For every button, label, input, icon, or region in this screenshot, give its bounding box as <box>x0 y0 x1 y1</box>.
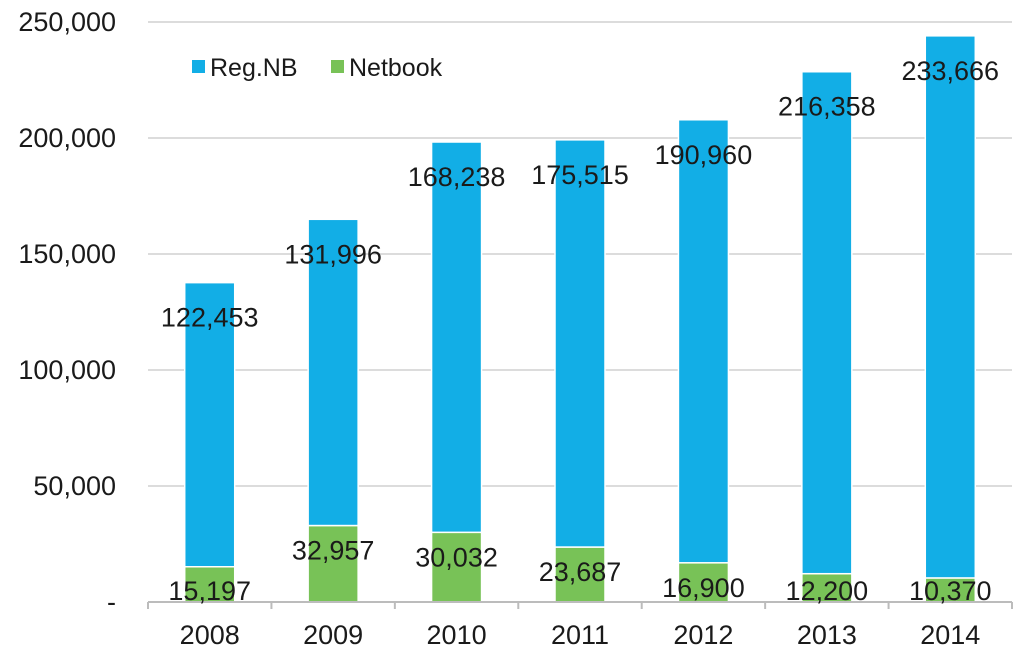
axes <box>147 601 1013 609</box>
data-label-netbook: 15,197 <box>168 576 251 606</box>
data-label-netbook: 23,687 <box>539 557 622 587</box>
legend-swatch <box>331 60 344 73</box>
y-tick-label: 200,000 <box>18 123 116 153</box>
x-tick-label: 2012 <box>673 620 733 650</box>
data-label-reg-nb: 216,358 <box>778 92 876 122</box>
y-tick-label: 250,000 <box>18 7 116 37</box>
bar-reg-nb <box>801 70 853 575</box>
x-tick-label: 2009 <box>303 620 363 650</box>
x-tick-label: 2008 <box>180 620 240 650</box>
x-tick-label: 2014 <box>920 620 980 650</box>
data-label-netbook: 12,200 <box>786 576 869 606</box>
bar-reg-nb <box>183 281 236 568</box>
x-axis-tick-labels: 2008 2009 2010 2011 2012 2013 2014 <box>180 620 981 650</box>
y-tick-label: 150,000 <box>18 239 116 269</box>
bar-netbook <box>183 565 236 603</box>
y-axis-tick-labels: - 50,000 100,000 150,000 200,000 250,000 <box>18 7 116 617</box>
data-label-reg-nb: 175,515 <box>531 160 629 190</box>
legend-label: Netbook <box>349 54 443 82</box>
data-label-netbook: 10,370 <box>909 576 992 606</box>
legend-label: Reg.NB <box>210 54 298 82</box>
bar-netbook <box>677 562 730 603</box>
y-tick-label: 100,000 <box>18 355 116 385</box>
x-tick-label: 2013 <box>797 620 857 650</box>
bar-reg-nb <box>677 119 730 564</box>
bar-reg-nb <box>307 218 359 527</box>
data-label-reg-nb: 122,453 <box>161 303 259 333</box>
bar-reg-nb <box>924 35 977 579</box>
data-label-reg-nb: 233,666 <box>901 56 999 86</box>
bar-group <box>183 35 977 603</box>
data-label-reg-nb: 131,996 <box>284 239 382 269</box>
bar-reg-nb <box>430 141 483 534</box>
data-label-reg-nb: 168,238 <box>408 162 506 192</box>
data-label-netbook: 30,032 <box>415 542 498 572</box>
bar-reg-nb <box>554 139 606 548</box>
data-label-netbook: 16,900 <box>662 573 745 603</box>
data-label-reg-nb: 190,960 <box>655 140 753 170</box>
y-tick-label: 50,000 <box>33 471 116 501</box>
legend: Reg.NB Netbook <box>192 54 443 82</box>
x-tick-label: 2011 <box>551 620 609 650</box>
y-tick-label: - <box>107 587 116 617</box>
legend-swatch <box>192 60 205 73</box>
x-tick-label: 2010 <box>427 620 487 650</box>
data-labels: 15,197 122,453 32,957 131,996 30,032 168,238 2… <box>161 56 999 606</box>
data-label-netbook: 32,957 <box>292 536 375 566</box>
